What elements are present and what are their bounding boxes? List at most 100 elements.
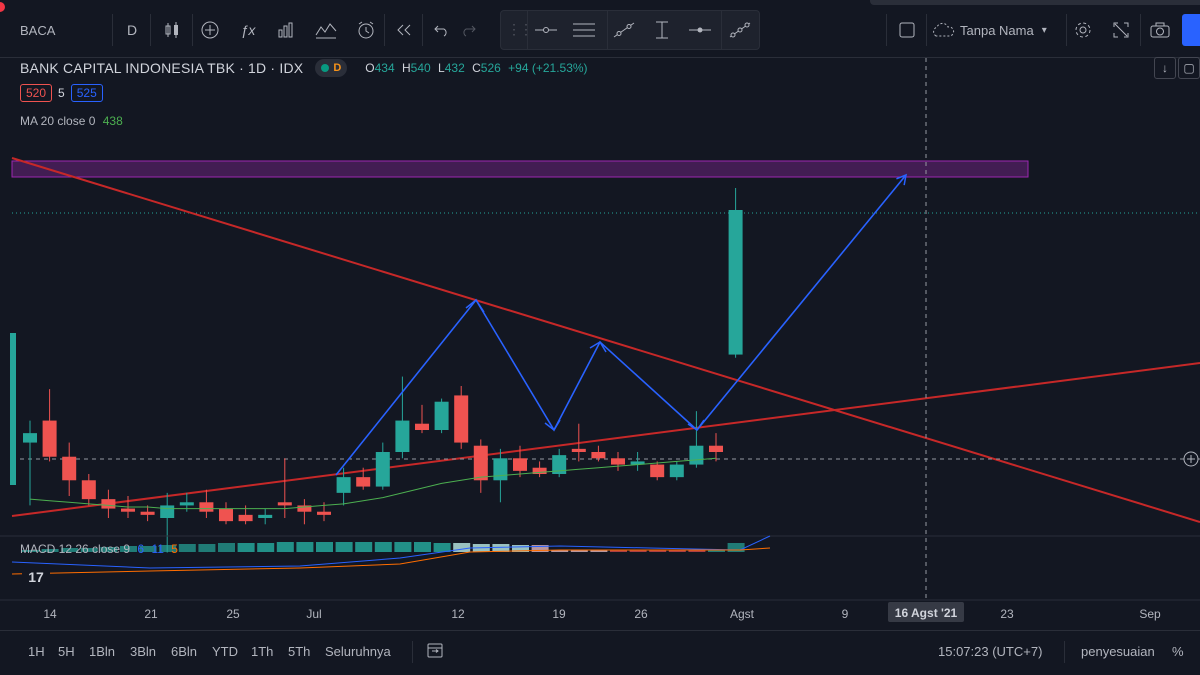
range-button[interactable]: Seluruhnya [325, 644, 391, 659]
candle-body[interactable] [336, 477, 351, 493]
candle-body[interactable] [630, 461, 645, 465]
replay-icon[interactable] [390, 14, 418, 46]
undo-icon[interactable] [428, 14, 454, 46]
bar-chart-icon[interactable] [272, 14, 300, 46]
vertical-range-icon[interactable] [649, 20, 677, 42]
candle-body[interactable] [199, 502, 214, 512]
wave-path[interactable] [335, 298, 698, 476]
candle-body[interactable] [473, 445, 488, 481]
alert-icon[interactable] [352, 14, 380, 46]
candle-body[interactable] [101, 499, 116, 509]
candle-body[interactable] [238, 514, 253, 522]
resistance-zone[interactable] [11, 160, 1029, 178]
candle-body[interactable] [297, 505, 312, 512]
macd-legend[interactable]: MACD 12 26 close 9 6 11 5 [20, 542, 178, 556]
candle-body[interactable] [689, 445, 704, 465]
toolbar-divider [192, 14, 193, 46]
candle-body[interactable] [591, 452, 606, 459]
candle-body[interactable] [277, 502, 292, 506]
candle-body[interactable] [709, 445, 723, 452]
candle-body[interactable] [258, 514, 273, 518]
candle-body[interactable] [356, 477, 371, 487]
collapse-legend-button[interactable]: ↓ [1154, 57, 1176, 79]
horizontal-line-icon[interactable] [533, 20, 561, 42]
ascending-trendline[interactable] [11, 362, 1200, 517]
candle-body[interactable] [23, 433, 37, 443]
range-button[interactable]: 1Th [251, 644, 274, 659]
camera-icon[interactable] [1146, 14, 1174, 46]
tradingview-logo[interactable]: 17 [22, 568, 50, 586]
candle-body[interactable] [317, 511, 331, 515]
candle-body[interactable] [454, 395, 469, 443]
range-button[interactable]: 3Bln [130, 644, 157, 659]
symbol-search-button[interactable]: BACA [8, 14, 108, 46]
range-button[interactable]: 6Bln [171, 644, 198, 659]
candle-body[interactable] [121, 508, 135, 512]
candle-body[interactable] [669, 464, 684, 478]
ma-legend[interactable]: MA 20 close 0 438 [20, 114, 123, 128]
macd-bar [237, 543, 255, 552]
candle-body[interactable] [434, 401, 449, 430]
add-indicator-icon[interactable] [196, 14, 224, 46]
adjust-button[interactable]: penyesuaian [1081, 644, 1155, 659]
candle-body[interactable] [611, 458, 625, 465]
candle-body[interactable] [219, 508, 233, 522]
drag-handle-icon[interactable]: ⋮⋮ [507, 21, 533, 37]
parallel-lines-icon[interactable] [571, 20, 599, 42]
projection-arrow[interactable] [696, 173, 907, 431]
fx-icon[interactable]: ƒx [240, 22, 256, 38]
toolbar-divider [886, 14, 887, 46]
candle-body[interactable] [375, 452, 390, 487]
candle-body[interactable] [552, 455, 567, 474]
candles-icon[interactable] [156, 14, 188, 46]
date-range-icon[interactable] [426, 641, 444, 662]
candle-body[interactable] [395, 420, 410, 452]
bid-price-button[interactable]: 520 [20, 84, 53, 102]
market-status-badge[interactable]: D [315, 59, 348, 77]
redo-icon[interactable] [456, 14, 482, 46]
range-button[interactable]: 5H [58, 644, 75, 659]
candle-body[interactable] [62, 456, 77, 481]
candle-body[interactable] [513, 458, 527, 471]
price-chart[interactable]: 14 21 25 Jul 12 19 26 Agst 9 23 Sep 16 A… [0, 58, 1200, 630]
candle-body[interactable] [140, 511, 155, 515]
maximize-pane-button[interactable]: ▢ [1178, 57, 1200, 79]
candle-body[interactable] [42, 420, 57, 457]
layout-menu-button[interactable]: Tanpa Nama ▾ [930, 14, 1064, 46]
macd-bar [257, 543, 275, 552]
x-tick-label: 23 [1000, 607, 1014, 621]
macd-bar [668, 550, 686, 552]
candle-body[interactable] [532, 467, 547, 474]
macd-bar [80, 548, 98, 552]
gear-icon[interactable] [1070, 14, 1096, 46]
horizontal-ray-icon[interactable] [687, 20, 715, 42]
symbol-search-label: BACA [20, 22, 56, 38]
range-button[interactable]: 1H [28, 644, 45, 659]
range-button[interactable]: 1Bln [89, 644, 116, 659]
templates-icon[interactable] [312, 14, 340, 46]
ask-price-button[interactable]: 525 [70, 84, 103, 102]
path-icon[interactable] [727, 20, 755, 42]
toolbar-divider [384, 14, 385, 46]
clock-time[interactable]: 15:07:23 (UTC+7) [938, 644, 1043, 659]
trend-line-icon[interactable] [611, 20, 639, 42]
macd-bar [414, 542, 431, 552]
candle-body[interactable] [81, 480, 96, 500]
interval-button[interactable]: D [118, 14, 146, 46]
percent-scale-button[interactable]: % [1172, 644, 1184, 659]
candle-body[interactable] [415, 423, 429, 430]
candle-body[interactable] [728, 210, 743, 355]
candle-body[interactable] [571, 448, 586, 452]
toolbar-divider [607, 11, 608, 49]
candle-body[interactable] [179, 502, 194, 506]
symbol-title[interactable]: BANK CAPITAL INDONESIA TBK · 1D · IDX [20, 60, 304, 76]
fullscreen-select-icon[interactable] [894, 14, 920, 46]
descending-trendline[interactable] [11, 157, 1200, 523]
range-button[interactable]: YTD [212, 644, 238, 659]
fullscreen-icon[interactable] [1108, 14, 1134, 46]
candle-body[interactable] [160, 505, 175, 518]
publish-button[interactable] [1182, 14, 1200, 46]
range-button[interactable]: 5Th [288, 644, 311, 659]
candle-body[interactable] [650, 464, 665, 478]
candle-body[interactable] [493, 458, 508, 481]
